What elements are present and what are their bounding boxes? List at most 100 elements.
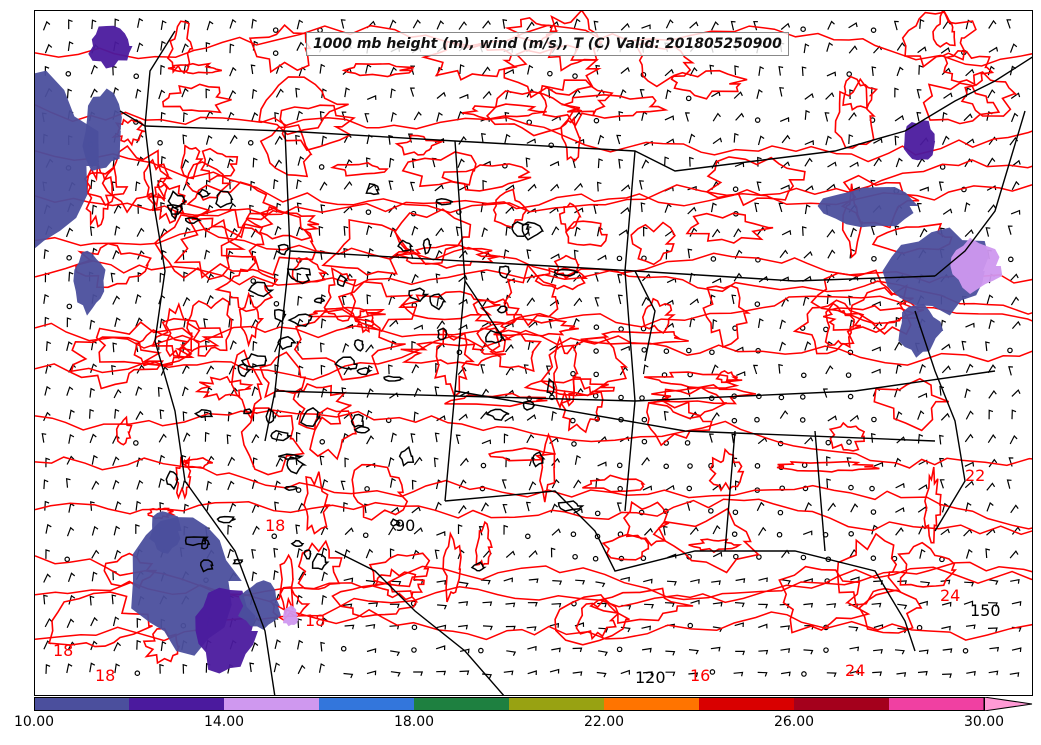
height-contour: [521, 221, 544, 241]
calm-wind-circle: [547, 70, 553, 77]
wind-barb: [89, 595, 95, 606]
wind-barb: [182, 296, 191, 307]
wind-barb: [250, 318, 259, 329]
temperature-contour: [194, 375, 254, 401]
wind-barb: [181, 87, 189, 98]
wind-barb: [964, 461, 975, 467]
wind-barb: [274, 273, 279, 284]
temperature-contour-label: 16: [690, 666, 710, 685]
wind-barb: [849, 414, 860, 422]
wind-barb: [527, 340, 534, 350]
wind-barb: [459, 457, 469, 466]
calm-wind-circle: [271, 533, 278, 540]
wind-barb: [753, 20, 758, 31]
wind-barb: [320, 204, 326, 214]
wind-barb: [66, 455, 75, 465]
temperature-contour: [493, 318, 579, 337]
wind-barb: [731, 294, 737, 305]
wind-barb: [965, 548, 973, 559]
wind-barb: [894, 115, 905, 122]
height-contour: [397, 239, 414, 252]
wind-speed-shade: [903, 120, 936, 161]
wind-barb: [752, 364, 758, 375]
temperature-contour: [35, 24, 1032, 67]
calm-wind-circle: [846, 71, 852, 77]
temperature-contour: [560, 93, 669, 119]
wind-barb: [136, 364, 145, 374]
height-contour: [470, 561, 487, 572]
wind-barb: [68, 271, 74, 282]
calm-wind-circle: [617, 485, 623, 492]
temperature-contour: [643, 371, 743, 389]
wind-barb: [941, 365, 951, 374]
wind-barb: [849, 670, 860, 675]
wind-barb: [711, 228, 721, 238]
calm-wind-circle: [779, 485, 786, 492]
wind-barb: [389, 319, 399, 328]
colorbar-outline: [34, 697, 985, 711]
temperature-contour: [48, 591, 153, 648]
wind-barb: [687, 248, 693, 259]
wind-barb: [435, 645, 446, 651]
calm-wind-circle: [778, 394, 785, 401]
wind-barb: [526, 249, 532, 259]
wind-barb: [67, 572, 76, 582]
temperature-contour: [238, 291, 265, 348]
wind-barb: [643, 140, 654, 146]
wind-barb: [965, 138, 975, 146]
wind-barb: [252, 157, 258, 168]
height-contour: [283, 485, 299, 491]
wind-barb: [873, 157, 882, 167]
wind-barb: [135, 386, 143, 396]
wind-barb: [640, 202, 646, 213]
wind-barb: [343, 672, 354, 679]
wind-barb: [523, 364, 529, 374]
wind-barb: [964, 158, 973, 168]
wind-barb: [480, 388, 490, 398]
wind-speed-shade: [73, 250, 106, 316]
wind-barb: [964, 480, 975, 489]
temperature-contour: [245, 205, 321, 241]
calm-wind-circle: [548, 142, 554, 149]
wind-barb: [804, 436, 814, 445]
wind-barb: [986, 502, 994, 512]
height-contour: [313, 297, 326, 304]
wind-barb: [366, 670, 377, 676]
wind-barb: [918, 459, 928, 466]
colorbar-bin: [889, 697, 985, 711]
temperature-contour: [175, 455, 192, 501]
height-contour: [334, 356, 358, 370]
temperature-contour: [297, 539, 343, 590]
wind-barb: [343, 577, 354, 583]
calm-wind-circle: [272, 27, 279, 33]
calm-wind-circle: [365, 209, 372, 215]
calm-wind-circle: [732, 509, 739, 516]
wind-barb: [848, 111, 857, 121]
wind-barb: [619, 436, 630, 443]
wind-barb: [160, 366, 169, 376]
wind-barb: [182, 411, 188, 422]
border-line: [934, 110, 1026, 277]
height-contour: [237, 363, 252, 378]
wind-barb: [712, 483, 722, 491]
wind-barb: [941, 111, 948, 122]
wind-barb: [89, 433, 97, 444]
wind-barb: [297, 618, 302, 629]
wind-barb: [135, 524, 140, 534]
wind-barb: [136, 639, 142, 650]
map-title: 1000 mb height (m), wind (m/s), T (C) Va…: [306, 32, 789, 56]
temperature-contour: [778, 565, 871, 634]
wind-barb: [526, 21, 535, 31]
calm-wind-circle: [572, 73, 578, 79]
wind-barb: [113, 388, 122, 399]
calm-wind-circle: [641, 416, 648, 423]
wind-barb: [733, 228, 742, 238]
calm-wind-circle: [709, 669, 716, 675]
wind-barb: [65, 227, 74, 238]
wind-barb: [895, 527, 904, 536]
temperature-contour: [143, 158, 170, 209]
height-contour: [498, 265, 512, 279]
colorbar-bin: [129, 697, 225, 711]
calm-wind-circle: [685, 95, 692, 102]
wind-barb: [112, 295, 121, 305]
